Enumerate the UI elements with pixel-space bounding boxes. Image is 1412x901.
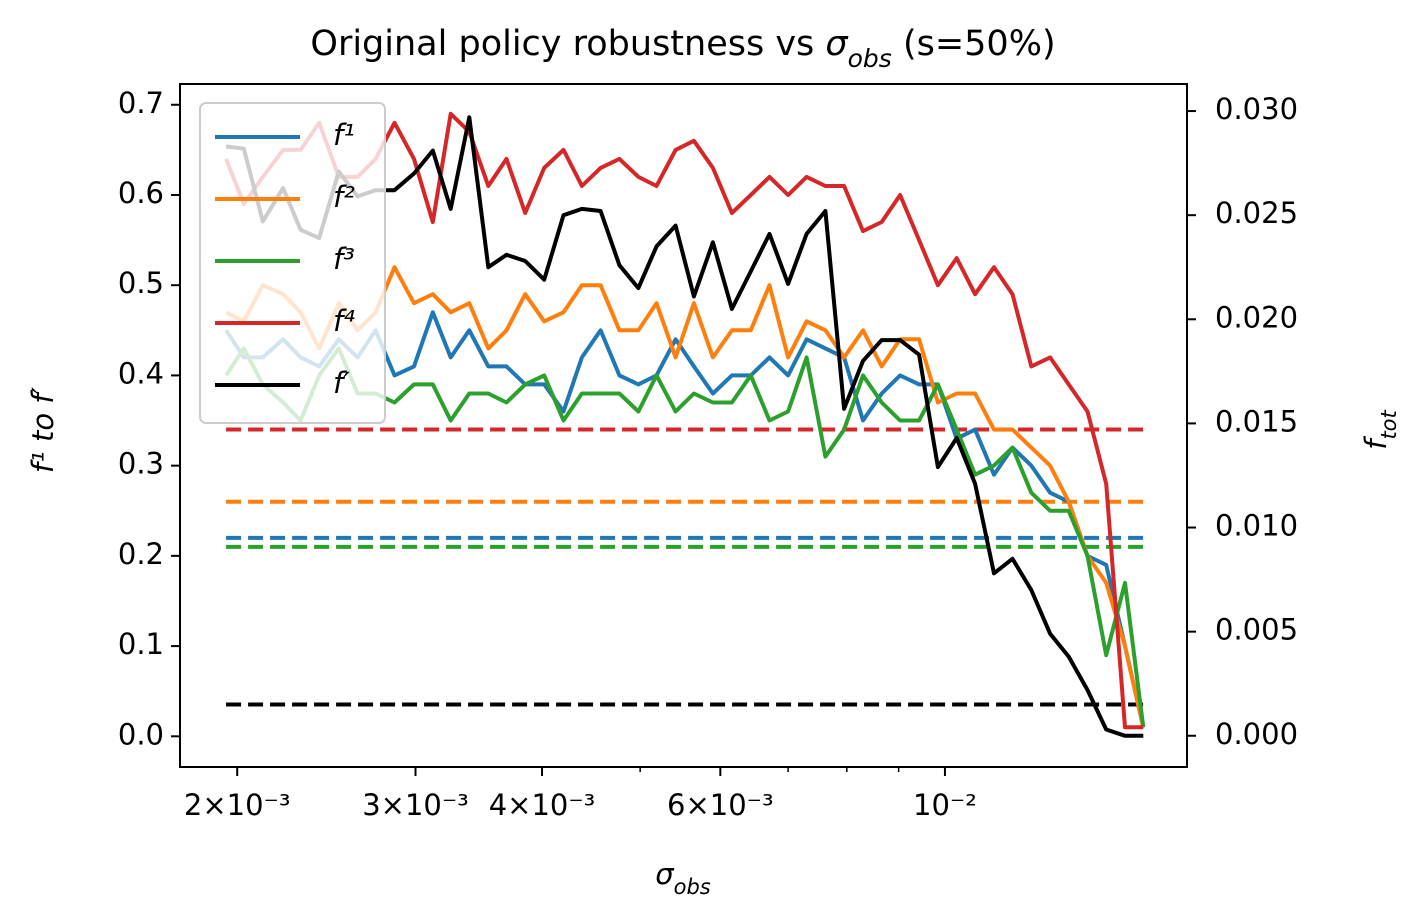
y-tick-label: 0.5	[118, 266, 164, 300]
y-tick-label: 0.7	[118, 86, 164, 120]
label-part: obs	[674, 875, 711, 899]
plot-frame	[179, 83, 1188, 768]
legend-label: f′	[333, 366, 350, 400]
y-tick-label: 0.3	[118, 447, 164, 481]
y2-tick-label: 0.000	[1215, 717, 1298, 751]
x-tick-label: 10⁻²	[913, 788, 977, 822]
legend-label: f²	[333, 180, 355, 214]
y-tick-label: 0.0	[118, 717, 164, 751]
y-tick-label: 0.4	[118, 356, 164, 390]
legend-label: f³	[333, 242, 355, 276]
title-part: σ	[825, 24, 849, 64]
y2-tick-label: 0.015	[1215, 404, 1298, 438]
title-part: Original policy robustness vs	[310, 24, 825, 64]
x-axis-label: σobs	[655, 857, 711, 899]
title-part: (s=50%)	[892, 24, 1056, 64]
y2-tick-label: 0.020	[1215, 300, 1298, 334]
x-tick-label: 2×10⁻³	[184, 788, 291, 822]
x-tick-label: 4×10⁻³	[489, 788, 596, 822]
y-tick-label: 0.1	[118, 627, 164, 661]
label-part: σ	[655, 857, 675, 891]
title-part: obs	[848, 44, 892, 73]
y2-tick-label: 0.005	[1215, 613, 1298, 647]
label-part: f¹ to f′	[26, 386, 60, 473]
y-tick-label: 0.2	[118, 537, 164, 571]
y-tick-label: 0.6	[118, 176, 164, 210]
x-tick-label: 3×10⁻³	[362, 788, 469, 822]
x-tick-label: 6×10⁻³	[667, 788, 774, 822]
chart-title: Original policy robustness vs σobs (s=50…	[310, 24, 1055, 73]
y2-tick-label: 0.030	[1215, 92, 1298, 126]
legend-label: f¹	[333, 118, 355, 152]
y2-tick-label: 0.025	[1215, 196, 1298, 230]
legend-label: f⁴	[333, 304, 355, 338]
y-axis-label: f¹ to f′	[26, 386, 60, 473]
label-part: tot	[1377, 409, 1401, 439]
y2-tick-label: 0.010	[1215, 509, 1298, 543]
y2-axis-label: ftot	[1359, 409, 1401, 449]
